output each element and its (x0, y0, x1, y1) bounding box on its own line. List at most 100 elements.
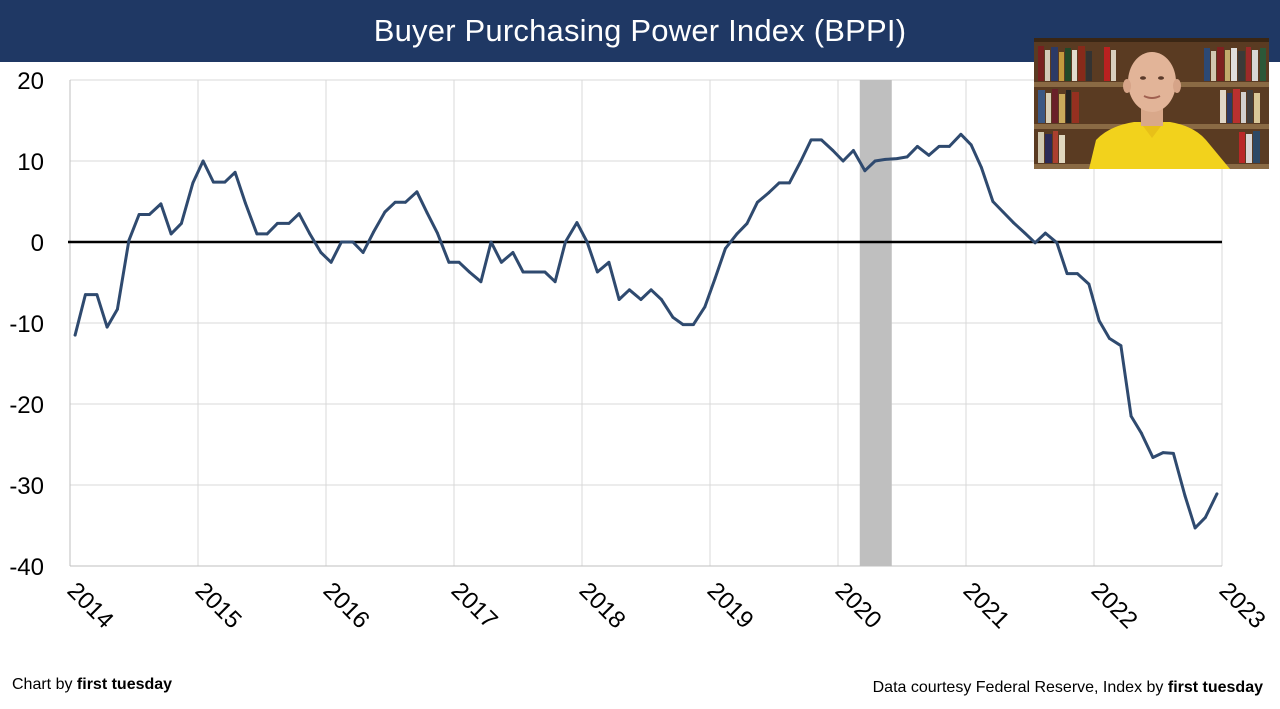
x-tick-label: 2022 (1086, 577, 1143, 634)
data-point (905, 155, 909, 159)
data-point (1204, 516, 1207, 519)
data-point (511, 251, 515, 254)
footer-chart-credit: Chart by first tuesday (12, 676, 172, 694)
data-point (329, 260, 333, 264)
x-tick-label: 2021 (958, 577, 1015, 634)
data-point (1172, 452, 1175, 455)
y-tick-label: -30 (9, 473, 44, 500)
data-point (745, 222, 749, 225)
data-point (841, 159, 845, 163)
y-tick-label: -40 (9, 554, 44, 581)
data-point (1065, 272, 1069, 275)
data-point (724, 247, 727, 250)
data-point (84, 293, 87, 296)
data-point (457, 260, 461, 264)
data-point (201, 159, 205, 163)
data-point (884, 158, 887, 161)
x-tick-label: 2016 (318, 577, 375, 634)
y-tick-label: 20 (17, 68, 44, 95)
data-point (1193, 526, 1197, 530)
data-point (521, 270, 525, 274)
data-point (553, 280, 557, 284)
data-point (180, 222, 183, 225)
data-point (169, 232, 173, 236)
x-tick-label: 2014 (62, 577, 119, 634)
data-point (639, 298, 643, 301)
y-tick-label: 10 (17, 149, 44, 176)
data-point (436, 231, 439, 235)
recession-band-layer (859, 80, 892, 566)
axis-lines (68, 80, 1222, 567)
chart-title: Buyer Purchasing Power Index (BPPI) (373, 13, 907, 48)
x-tick-label: 2019 (702, 577, 759, 634)
data-point (415, 190, 419, 194)
y-tick-label: -10 (9, 311, 44, 338)
data-point (1161, 451, 1165, 454)
x-tick-label: 2015 (190, 577, 247, 634)
data-point (244, 201, 247, 205)
data-point (340, 240, 343, 244)
data-point (660, 298, 663, 301)
data-point (1215, 492, 1219, 496)
data-point (948, 145, 951, 148)
data-point (969, 143, 973, 147)
data-point (980, 166, 983, 169)
data-point (820, 138, 823, 142)
data-point (351, 240, 355, 244)
data-point (500, 260, 503, 264)
data-point (916, 145, 919, 148)
data-point (1087, 282, 1091, 286)
footer-right-brand: first tuesday (1167, 679, 1263, 696)
x-tick-label: 2017 (446, 577, 503, 634)
data-point (1119, 344, 1123, 348)
data-point (1033, 241, 1037, 245)
data-point (991, 200, 995, 203)
y-tick-label: 0 (31, 230, 44, 257)
data-point (404, 200, 407, 204)
data-point (1140, 431, 1143, 435)
x-tick-label: 2023 (1214, 577, 1271, 634)
recession-band (859, 80, 892, 566)
data-point (105, 325, 109, 329)
data-point (799, 159, 803, 163)
data-point (927, 153, 931, 157)
data-point (255, 232, 259, 236)
data-point (596, 270, 599, 274)
data-point (372, 230, 375, 234)
data-point (479, 280, 483, 284)
data-point (809, 138, 813, 142)
data-point (297, 212, 301, 216)
data-point (607, 260, 611, 264)
data-point (671, 315, 675, 319)
data-point (287, 222, 291, 225)
footer-right-prefix: Data courtesy Federal Reserve, Index by (872, 679, 1168, 696)
data-point (532, 270, 535, 274)
data-point (233, 170, 237, 174)
x-tick-label: 2018 (574, 577, 631, 634)
data-point (319, 251, 323, 254)
data-point (127, 239, 131, 242)
data-point (1001, 210, 1005, 214)
data-point (873, 159, 877, 163)
data-point (895, 157, 899, 160)
data-point (777, 181, 781, 185)
data-point (137, 213, 141, 216)
data-point (937, 145, 941, 148)
data-point (361, 251, 365, 254)
data-point (649, 288, 653, 292)
data-point (543, 270, 547, 274)
y-tick-labels: 20 10 0 -10 -20 -30 -40 (9, 68, 44, 581)
data-point (585, 240, 589, 244)
data-point (1108, 337, 1111, 340)
data-point (1012, 221, 1015, 225)
data-point (1076, 272, 1079, 275)
data-point (564, 240, 567, 244)
data-point (735, 232, 739, 236)
footer-left-prefix: Chart by (12, 676, 77, 693)
data-point (959, 132, 963, 136)
data-point (265, 232, 269, 236)
data-point (692, 323, 695, 326)
footer-left-brand: first tuesday (76, 676, 173, 693)
data-point (73, 333, 77, 337)
data-point (628, 288, 631, 292)
